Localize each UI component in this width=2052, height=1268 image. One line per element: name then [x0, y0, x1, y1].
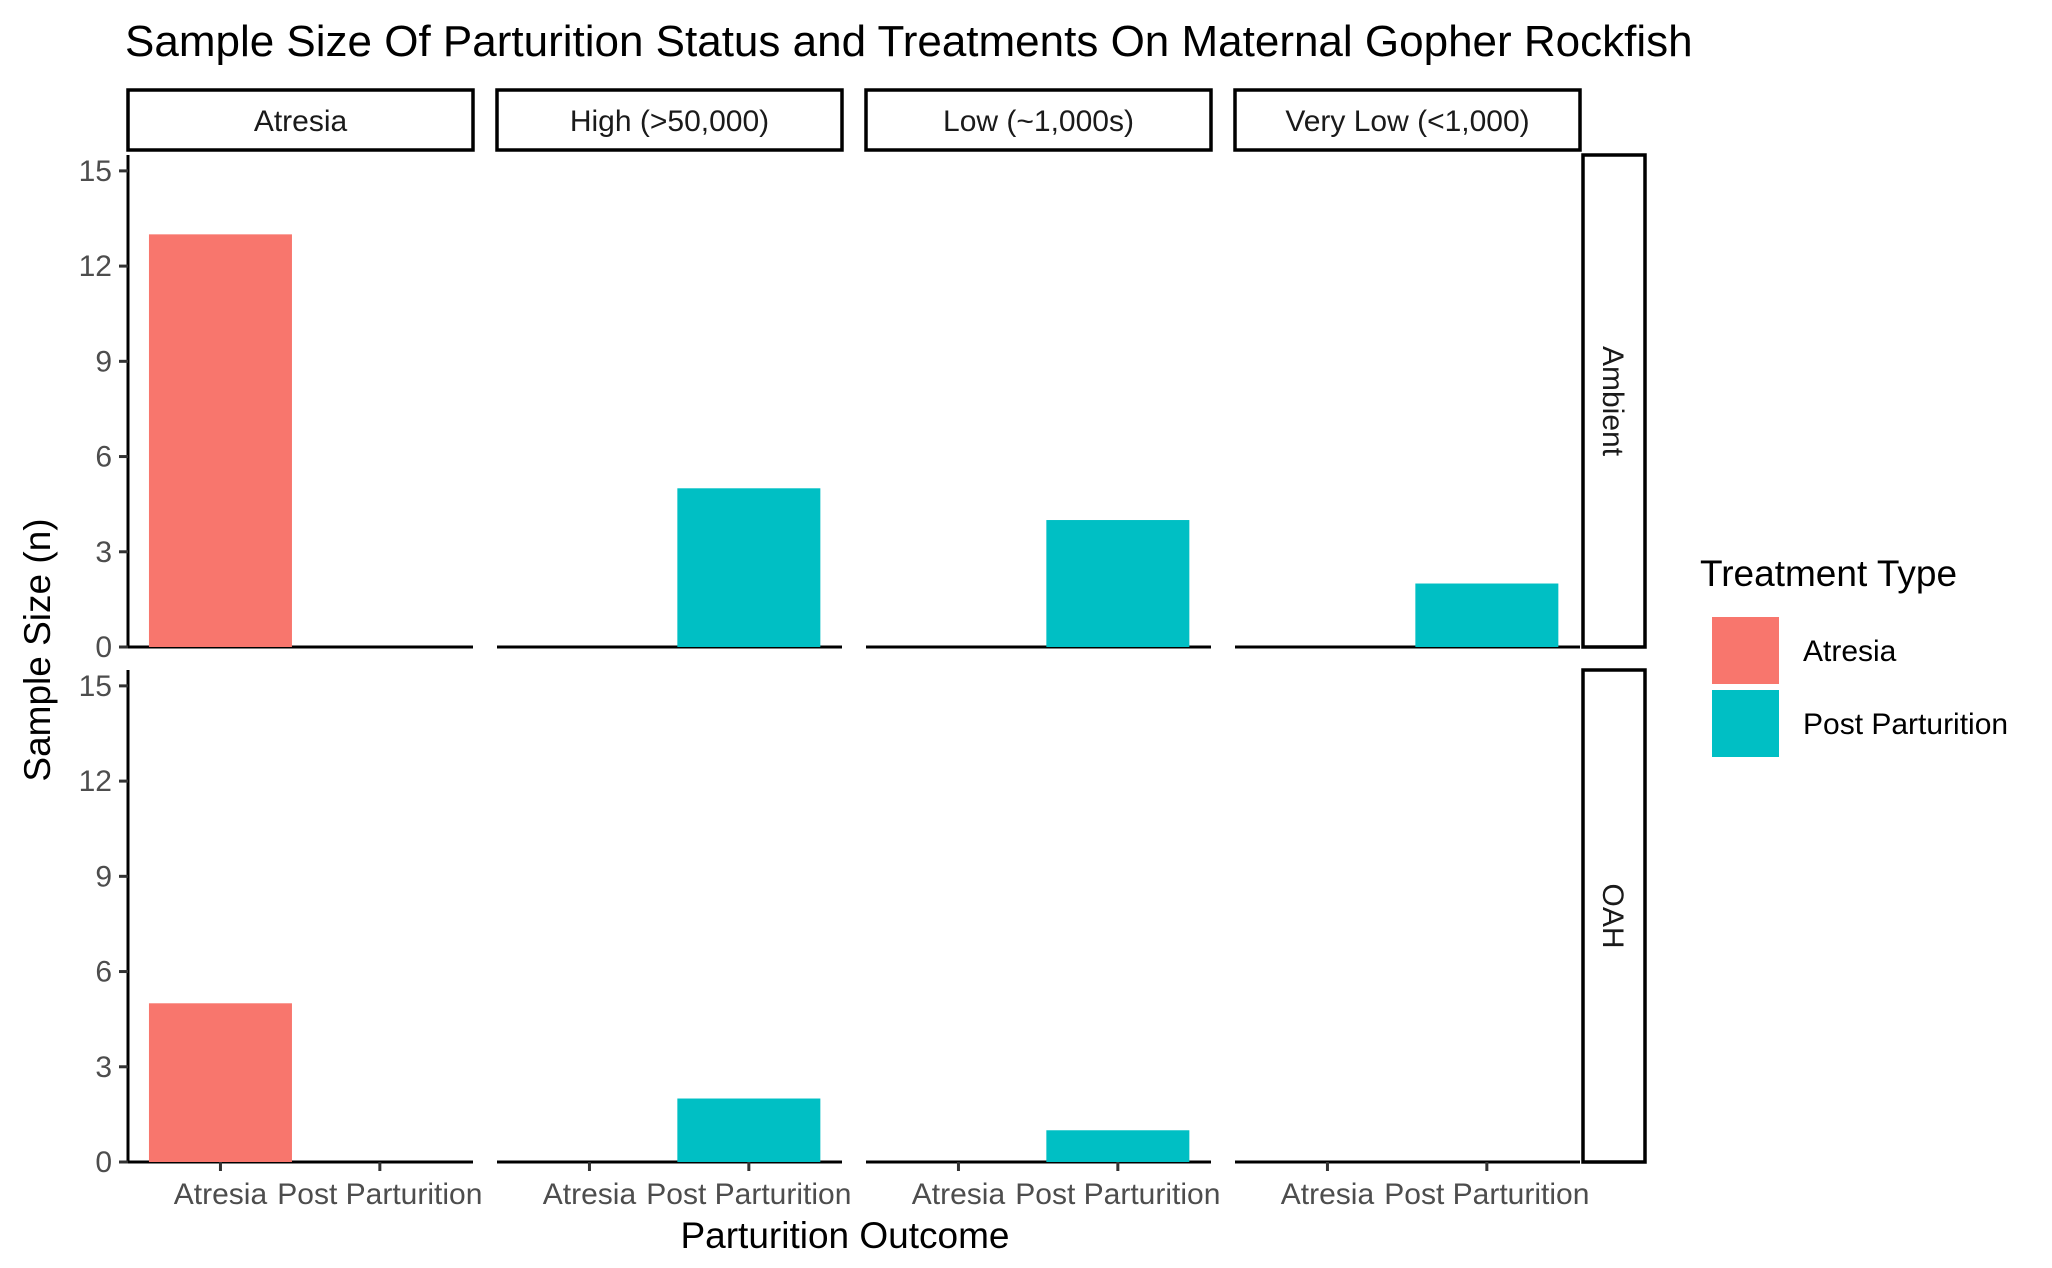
panels-layer: Atresia High (>50,000) Low (~1,000s) Very L…: [79, 88, 1647, 1211]
y-tick-label: 9: [95, 860, 112, 893]
facet-strip-box: [864, 88, 1213, 152]
bar: [148, 234, 292, 647]
y-tick-label: 0: [95, 631, 112, 664]
bar: [677, 488, 821, 647]
chart-title: Sample Size Of Parturition Status and Tr…: [125, 17, 1693, 66]
bar: [1415, 583, 1559, 647]
facet-strip-label: Atresia: [254, 105, 348, 138]
y-tick-label: 6: [95, 956, 112, 989]
y-axis-title: Sample Size (n): [17, 518, 58, 781]
x-tick-label: Post Parturition: [646, 1178, 851, 1211]
y-tick-label: 15: [79, 155, 112, 188]
x-tick-label: Atresia: [174, 1178, 268, 1211]
y-tick-label: 0: [95, 1146, 112, 1179]
x-tick-label: Atresia: [1281, 1178, 1375, 1211]
legend: Atresia Post Parturition: [1712, 617, 2008, 757]
x-tick-label: Post Parturition: [1015, 1178, 1220, 1211]
legend-swatch: [1712, 690, 1779, 757]
legend-label: Post Parturition: [1803, 708, 2008, 741]
y-tick-label: 3: [95, 536, 112, 569]
y-tick-label: 12: [79, 765, 112, 798]
y-tick-label: 12: [79, 250, 112, 283]
legend-swatch: [1712, 617, 1779, 684]
x-tick-label: Post Parturition: [277, 1178, 482, 1211]
facet-strip-label: High (>50,000): [570, 105, 769, 138]
y-tick-label: 3: [95, 1051, 112, 1084]
y-tick-label: 6: [95, 441, 112, 474]
bar: [1046, 520, 1190, 647]
facet-strip-box: [126, 88, 475, 152]
x-tick-label: Atresia: [912, 1178, 1006, 1211]
legend-title: Treatment Type: [1700, 553, 1957, 594]
facet-strip-label: Low (~1,000s): [943, 105, 1134, 138]
facet-strip-label: Very Low (<1,000): [1285, 105, 1529, 138]
row-strip-label: Ambient: [1596, 346, 1629, 457]
legend-label: Atresia: [1803, 635, 1897, 668]
row-strip-box: [1581, 668, 1647, 1164]
row-strip-box: [1581, 153, 1647, 649]
facet-strip-box: [495, 88, 844, 152]
x-tick-label: Atresia: [543, 1178, 637, 1211]
bar: [1046, 1130, 1190, 1162]
y-tick-label: 15: [79, 670, 112, 703]
x-tick-label: Post Parturition: [1384, 1178, 1589, 1211]
facet-strip-box: [1233, 88, 1582, 152]
bar: [148, 1003, 292, 1162]
x-axis-title: Parturition Outcome: [680, 1215, 1009, 1256]
bar: [677, 1098, 821, 1162]
y-tick-label: 9: [95, 345, 112, 378]
row-strip-label: OAH: [1596, 883, 1629, 948]
